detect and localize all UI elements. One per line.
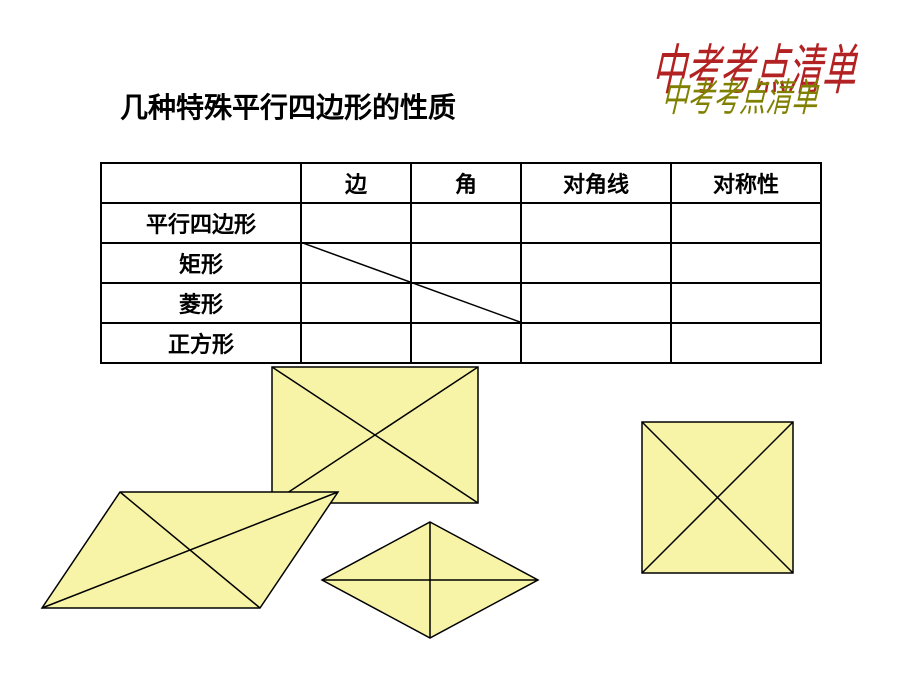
table-cell (671, 323, 821, 363)
table-diagonal (300, 242, 520, 322)
table-cell (301, 203, 411, 243)
parallelogram-shape (40, 490, 340, 610)
table-header-cell: 对称性 (671, 163, 821, 203)
table-cell (521, 243, 671, 283)
table-row-label: 菱形 (101, 283, 301, 323)
rhombus-shape (320, 520, 540, 640)
table-header-cell: 对角线 (521, 163, 671, 203)
table-cell (671, 283, 821, 323)
table-row-label: 平行四边形 (101, 203, 301, 243)
table-cell (301, 323, 411, 363)
table-row-label: 矩形 (101, 243, 301, 283)
table-cell (671, 243, 821, 283)
table-cell (521, 203, 671, 243)
table-cell (521, 323, 671, 363)
table-cell (411, 323, 521, 363)
stamp-front: 中考考点清单 (661, 80, 820, 119)
rectangle-shape (270, 365, 480, 505)
table-header-cell (101, 163, 301, 203)
table-cell (671, 203, 821, 243)
table-cell (521, 283, 671, 323)
table-header-cell: 角 (411, 163, 521, 203)
square-shape (640, 420, 795, 575)
page-title: 几种特殊平行四边形的性质 (120, 86, 456, 126)
table-header-cell: 边 (301, 163, 411, 203)
table-row-label: 正方形 (101, 323, 301, 363)
table-cell (411, 203, 521, 243)
